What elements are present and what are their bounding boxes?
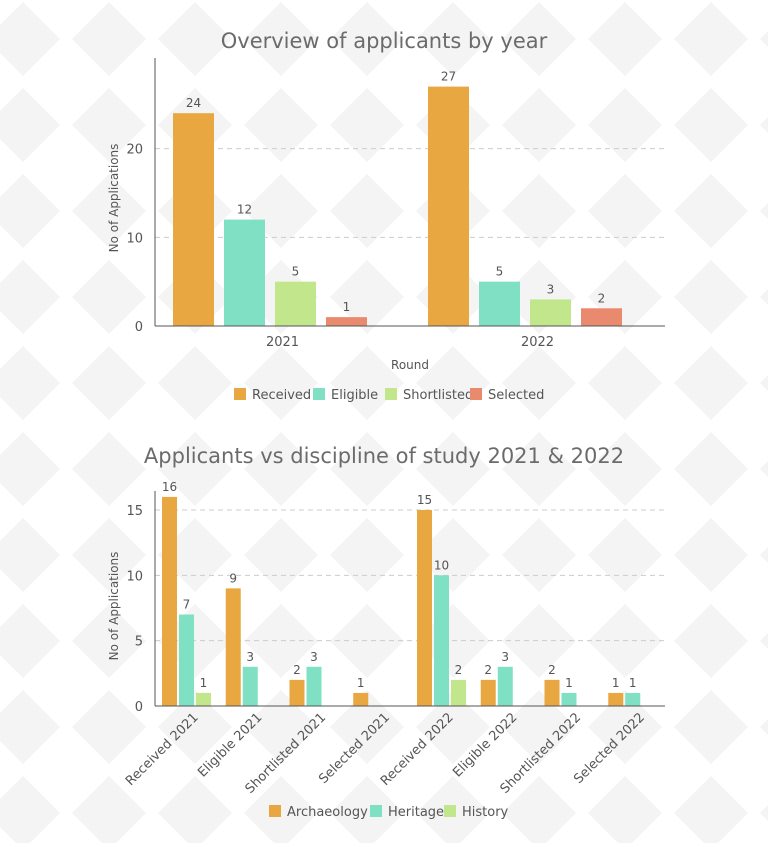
y-tick-label: 5 [135,635,143,650]
y-tick-label: 15 [126,504,143,519]
bar-selected-2021 [326,317,367,326]
legend-label-heritage: Heritage [388,805,444,820]
data-label: 9 [229,571,237,585]
bar-archaeology-selected-2021 [353,692,369,706]
legend: Archaeology Heritage History [269,805,509,820]
data-label: 2 [548,663,556,677]
bar-shortlisted-2022 [530,299,571,326]
bar-archaeology-shortlisted-2021 [289,679,305,706]
data-label: 27 [441,70,456,84]
data-label: 1 [629,676,637,690]
chart-title: Overview of applicants by year [221,29,548,53]
bars [173,86,622,326]
legend-label-archaeology: Archaeology [287,805,368,820]
discipline-of-study-chart: Applicants vs discipline of study 2021 &… [0,425,768,847]
data-label: 2 [455,663,463,677]
data-label: 2 [598,291,606,305]
bar-archaeology-selected-2022 [608,692,624,706]
legend-swatch-received [234,388,246,400]
bar-history-received-2021 [196,692,211,706]
applicants-by-year-chart: Overview of applicants by year No of App… [107,29,665,403]
legend-label-received: Received [252,388,311,403]
data-label: 1 [565,676,573,690]
y-tick-label: 20 [126,143,143,158]
data-label: 7 [183,598,191,612]
bar-archaeology-shortlisted-2022 [544,679,560,706]
axes [154,491,665,707]
bar-heritage-received-2021 [179,614,194,706]
tick-labels: 0 10 20 2021 2022 [126,143,554,350]
bar-eligible-2021 [224,219,265,326]
bar-received-2022 [428,86,469,326]
data-label: 3 [501,650,509,664]
data-label: 1 [343,300,351,314]
bar-heritage-selected-2022 [625,692,641,706]
x-axis-title: Round [391,358,429,372]
data-label: 1 [200,676,208,690]
data-label: 1 [357,676,365,690]
y-tick-label: 10 [126,231,143,246]
legend-swatch-heritage [370,805,382,817]
data-label: 5 [496,265,504,279]
axes [154,58,665,327]
x-tick-label: Received 2021 [123,710,202,789]
bar-history-received-2022 [451,679,466,706]
legend-swatch-archaeology [269,805,281,817]
legend-swatch-eligible [313,388,325,400]
x-tick-label: 2022 [521,335,554,350]
x-tick-label: 2021 [266,335,299,350]
data-label: 2 [484,663,492,677]
bar-archaeology-received-2022 [417,509,432,706]
bar-heritage-shortlisted-2021 [306,666,322,706]
data-label: 3 [246,650,254,664]
data-label: 24 [186,96,201,110]
bars [162,496,641,706]
bar-heritage-eligible-2022 [497,666,513,706]
bar-heritage-eligible-2021 [242,666,258,706]
data-label: 16 [162,480,177,494]
y-tick-label: 0 [135,700,143,715]
bar-eligible-2022 [479,281,520,326]
x-tick-label: Eligible 2021 [195,710,265,780]
legend-swatch-history [444,805,456,817]
y-axis-title: No of Applications [107,144,121,253]
bar-archaeology-received-2021 [162,496,177,706]
legend-swatch-shortlisted [385,388,397,400]
data-label: 2 [293,663,301,677]
bar-received-2021 [173,113,214,326]
bar-heritage-shortlisted-2022 [561,692,577,706]
legend-label-selected: Selected [488,388,544,403]
data-label: 10 [434,558,449,572]
y-tick-label: 0 [135,320,143,335]
data-label: 5 [292,265,300,279]
y-tick-label: 10 [126,569,143,584]
data-label: 15 [417,493,432,507]
chart-title: Applicants vs discipline of study 2021 &… [144,444,624,468]
data-label: 3 [547,282,555,296]
bar-heritage-received-2022 [434,575,449,706]
legend-label-shortlisted: Shortlisted [403,388,473,403]
bar-shortlisted-2021 [275,281,316,326]
legend-label-history: History [462,805,509,820]
x-tick-label: Eligible 2022 [450,710,520,780]
legend-swatch-selected [470,388,482,400]
data-label: 1 [612,676,620,690]
bar-archaeology-eligible-2021 [225,588,241,706]
data-label: 3 [310,650,318,664]
bar-selected-2022 [581,308,622,326]
data-label: 12 [237,203,252,217]
legend: Received Eligible Shortlisted Selected [234,388,544,403]
legend-label-eligible: Eligible [331,388,378,403]
y-axis-title: No of Applications [107,552,121,661]
bar-archaeology-eligible-2022 [480,679,496,706]
